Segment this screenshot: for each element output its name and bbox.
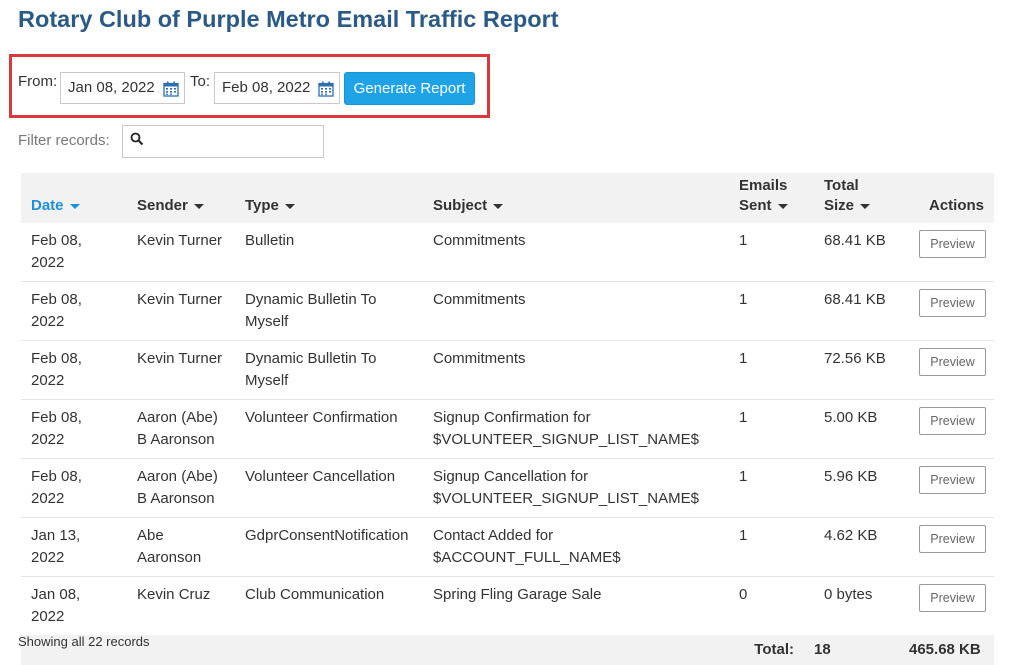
cell-subject: Signup Confirmation for $VOLUNTEER_SIGNU… xyxy=(433,409,699,448)
totals-label: Total: xyxy=(754,641,794,658)
cell-sender: Aaron (Abe) B Aaronson xyxy=(137,409,218,448)
column-header-actions: Actions xyxy=(928,197,984,214)
column-header-sender[interactable]: Sender xyxy=(127,173,235,223)
cell-type: Bulletin xyxy=(245,232,295,249)
table-row: Feb 08, 2022 Aaron (Abe) B Aaronson Volunt… xyxy=(21,459,994,518)
filter-records-label: Filter records: xyxy=(18,132,110,149)
cell-total-size: 68.41 KB xyxy=(824,291,886,308)
sort-caret-icon xyxy=(69,203,80,209)
to-label: To: xyxy=(190,73,211,90)
generate-report-button[interactable]: Generate Report xyxy=(344,72,475,105)
totals-total-size: 465.68 KB xyxy=(909,641,981,658)
table-row: Jan 13, 2022 Abe Aaronson GdprConsentNotif… xyxy=(21,518,994,577)
date-range-highlight-box xyxy=(9,54,490,118)
filter-records-input[interactable] xyxy=(122,125,324,158)
cell-total-size: 72.56 KB xyxy=(824,350,886,367)
cell-actions: Preview xyxy=(909,577,994,636)
cell-sender: Abe Aaronson xyxy=(137,527,202,566)
table-header-row: Date Sender Type Subject Emails Sent Tota… xyxy=(21,173,994,223)
cell-type: Volunteer Cancellation xyxy=(245,468,396,485)
cell-emails-sent[interactable]: 1 xyxy=(739,409,748,426)
record-count: Showing all 22 records xyxy=(18,634,150,649)
preview-button[interactable]: Preview xyxy=(919,230,986,258)
cell-emails-sent[interactable]: 1 xyxy=(739,291,748,308)
column-header-type[interactable]: Type xyxy=(235,173,423,223)
preview-button[interactable]: Preview xyxy=(919,407,986,435)
column-header-date[interactable]: Date xyxy=(21,173,127,223)
cell-actions: Preview xyxy=(909,518,994,577)
cell-actions: Preview xyxy=(909,282,994,341)
cell-type: Dynamic Bulletin To Myself xyxy=(245,291,377,330)
cell-type: Club Communication xyxy=(245,586,385,603)
cell-total-size: 5.00 KB xyxy=(824,409,878,426)
table-row: Feb 08, 2022 Aaron (Abe) B Aaronson Volunt… xyxy=(21,400,994,459)
cell-emails-sent[interactable]: 1 xyxy=(739,527,748,544)
cell-emails-sent[interactable]: 0 xyxy=(739,586,748,603)
totals-row: Total: 18 465.68 KB xyxy=(21,635,994,665)
preview-button[interactable]: Preview xyxy=(919,289,986,317)
preview-button[interactable]: Preview xyxy=(919,466,986,494)
cell-total-size: 5.96 KB xyxy=(824,468,878,485)
cell-subject: Contact Added for $ACCOUNT_FULL_NAME$ xyxy=(433,527,621,566)
cell-total-size: 4.62 KB xyxy=(824,527,878,544)
totals-emails-sent: 18 xyxy=(814,641,831,658)
cell-actions: Preview xyxy=(909,341,994,400)
cell-sender: Kevin Cruz xyxy=(137,586,211,603)
preview-button[interactable]: Preview xyxy=(919,348,986,376)
cell-type: Dynamic Bulletin To Myself xyxy=(245,350,377,389)
cell-sender: Kevin Turner xyxy=(137,350,223,367)
from-date-value: Jan 08, 2022 xyxy=(68,79,155,96)
calendar-icon[interactable] xyxy=(163,81,179,97)
cell-date: Feb 08, 2022 xyxy=(31,350,82,389)
cell-date: Jan 08, 2022 xyxy=(31,586,81,625)
cell-subject: Commitments xyxy=(433,291,526,308)
to-date-input[interactable]: Feb 08, 2022 xyxy=(214,72,340,104)
cell-emails-sent[interactable]: 1 xyxy=(739,232,748,249)
table-row: Feb 08, 2022 Kevin Turner Dynamic Bulletin… xyxy=(21,282,994,341)
cell-emails-sent[interactable]: 1 xyxy=(739,468,748,485)
table-body: Feb 08, 2022 Kevin Turner Bulletin Commitme… xyxy=(21,223,994,635)
cell-total-size: 68.41 KB xyxy=(824,232,886,249)
table-row: Jan 08, 2022 Kevin Cruz Club Communication… xyxy=(21,577,994,636)
column-header-total-size[interactable]: Total Size xyxy=(814,173,909,223)
cell-actions: Preview xyxy=(909,223,994,282)
cell-date: Feb 08, 2022 xyxy=(31,291,82,330)
cell-type: GdprConsentNotification xyxy=(245,527,409,544)
search-icon xyxy=(130,132,144,146)
column-header-subject[interactable]: Subject xyxy=(423,173,729,223)
email-traffic-table: Date Sender Type Subject Emails Sent Tota… xyxy=(21,173,994,665)
cell-subject: Signup Cancellation for $VOLUNTEER_SIGNU… xyxy=(433,468,699,507)
cell-sender: Kevin Turner xyxy=(137,291,223,308)
sort-caret-icon xyxy=(284,203,295,209)
preview-button[interactable]: Preview xyxy=(919,584,986,612)
calendar-icon[interactable] xyxy=(318,81,334,97)
preview-button[interactable]: Preview xyxy=(919,525,986,553)
from-label: From: xyxy=(18,73,58,90)
table-row: Feb 08, 2022 Kevin Turner Dynamic Bulletin… xyxy=(21,341,994,400)
cell-total-size: 0 bytes xyxy=(824,586,873,603)
sort-caret-icon xyxy=(860,203,871,209)
cell-date: Feb 08, 2022 xyxy=(31,409,82,448)
cell-subject: Commitments xyxy=(433,232,526,249)
table-row: Feb 08, 2022 Kevin Turner Bulletin Commitme… xyxy=(21,223,994,282)
cell-actions: Preview xyxy=(909,459,994,518)
sort-caret-icon xyxy=(493,203,504,209)
cell-emails-sent[interactable]: 1 xyxy=(739,350,748,367)
cell-subject: Spring Fling Garage Sale xyxy=(433,586,602,603)
cell-subject: Commitments xyxy=(433,350,526,367)
to-date-value: Feb 08, 2022 xyxy=(222,79,311,96)
sort-caret-icon xyxy=(777,203,788,209)
column-header-emails-sent[interactable]: Emails Sent xyxy=(739,177,788,214)
cell-date: Feb 08, 2022 xyxy=(31,468,82,507)
cell-sender: Kevin Turner xyxy=(137,232,223,249)
cell-actions: Preview xyxy=(909,400,994,459)
sort-caret-icon xyxy=(193,203,204,209)
cell-sender: Aaron (Abe) B Aaronson xyxy=(137,468,218,507)
from-date-input[interactable]: Jan 08, 2022 xyxy=(60,72,185,104)
page-title: Rotary Club of Purple Metro Email Traffi… xyxy=(18,6,559,32)
cell-date: Jan 13, 2022 xyxy=(31,527,81,566)
cell-date: Feb 08, 2022 xyxy=(31,232,82,271)
cell-type: Volunteer Confirmation xyxy=(245,409,398,426)
